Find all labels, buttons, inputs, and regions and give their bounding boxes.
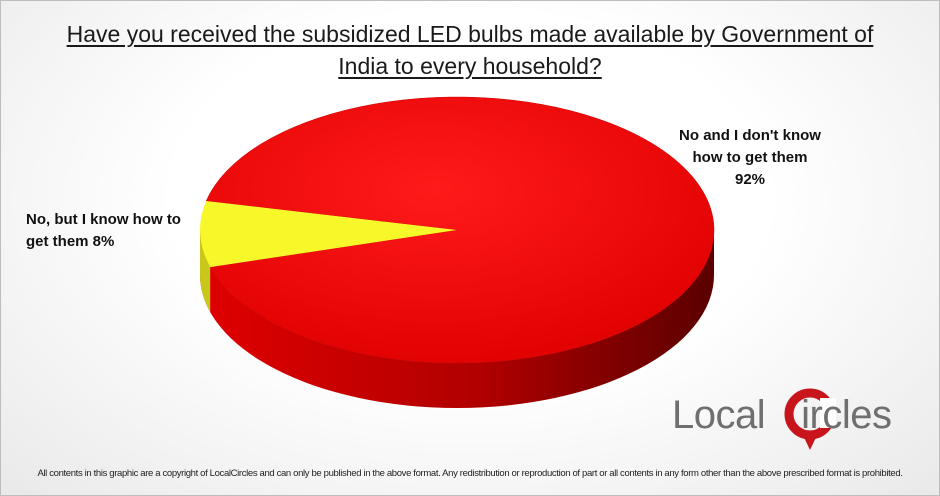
copyright-footer: All contents in this graphic are a copyr… (37, 468, 903, 479)
logo-text-ircles: ircles (801, 393, 892, 437)
pie-slice-no-know (200, 200, 457, 268)
slice-label-no-know: No, but I know how to get them 8% (26, 211, 181, 250)
pie-side-no-know (200, 230, 211, 313)
pie-slice-no-dont-know (205, 96, 715, 364)
logo-text-local: Local (672, 393, 766, 437)
localcircles-logo: Local ircles (672, 384, 934, 454)
pie-side-wall (200, 230, 714, 408)
slice-label-no-dont-know: No and I don't know how to get them 92% (679, 127, 821, 188)
location-pin-icon (784, 388, 836, 450)
chart-title: Have you received the subsidized LED bul… (66, 21, 874, 79)
